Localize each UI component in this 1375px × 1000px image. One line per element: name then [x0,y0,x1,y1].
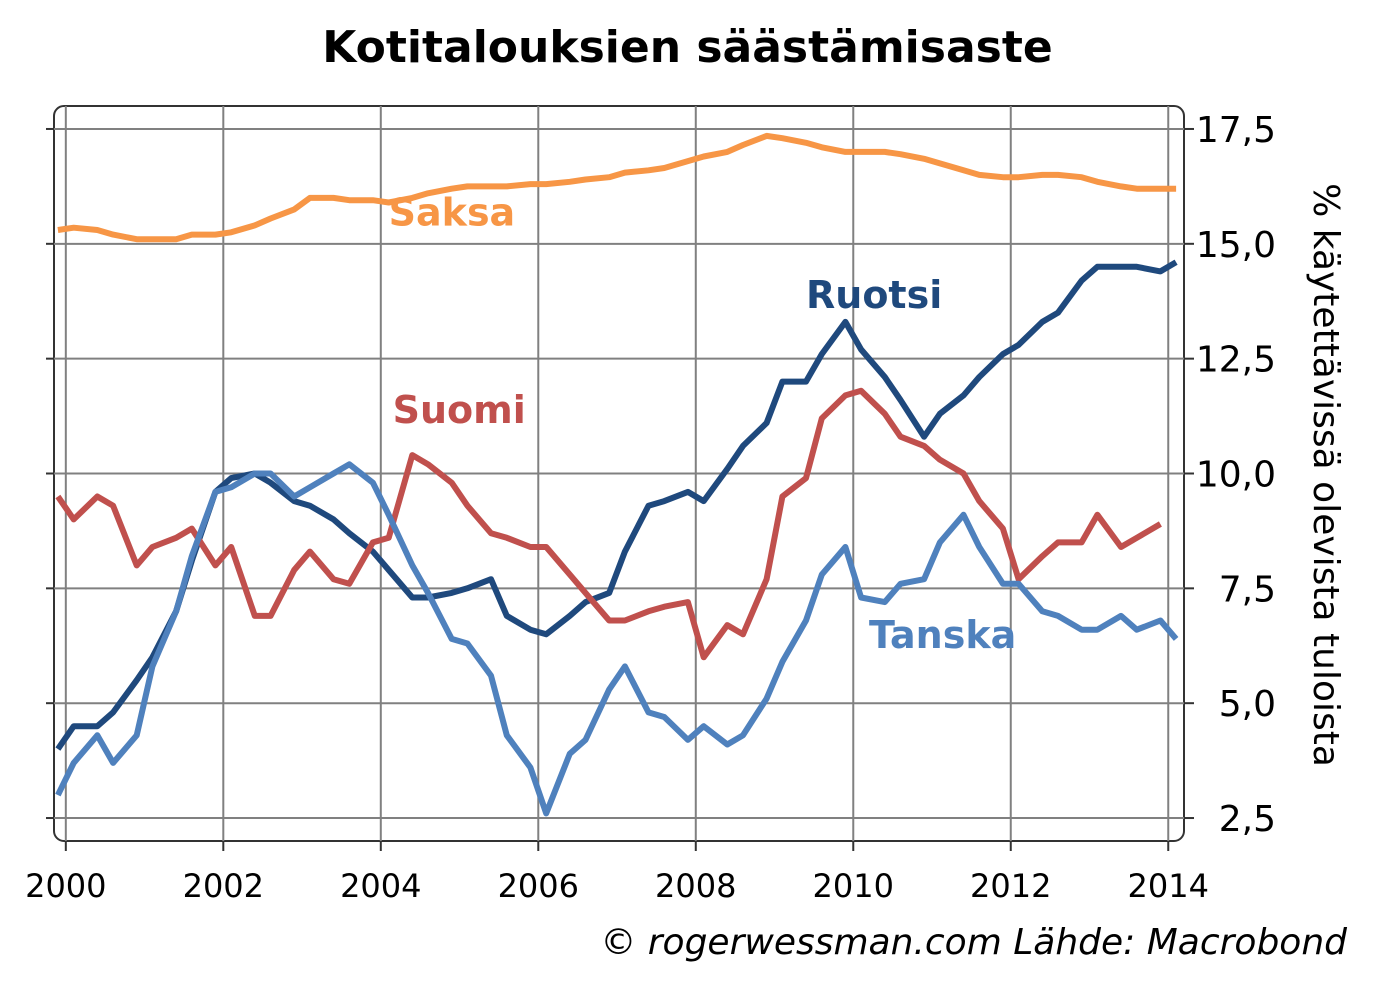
series-label-ruotsi: Ruotsi [806,273,942,317]
series-label-saksa: Saksa [389,190,516,234]
y-tick-label: 15,0 [1196,225,1276,266]
y-axis-label: % käytettävissä olevista tuloista [1305,183,1346,767]
series-line-saksa [57,132,1177,243]
series-label-suomi: Suomi [393,388,526,432]
series-line-ruotsi [55,259,1178,751]
x-tick-label: 2006 [498,867,579,905]
series-labels: Saksa Ruotsi Suomi Tanska [389,190,1017,657]
x-tick-label: 2004 [340,867,421,905]
chart-title: Kotitalouksien säästämisaste [322,22,1053,73]
x-tick-label: 2002 [183,867,264,905]
x-tick-label: 2000 [25,867,106,905]
x-tick-label: 2010 [813,867,894,905]
x-tick-label: 2014 [1128,867,1209,905]
series-line-tanska [55,461,1179,817]
y-tick-label: 12,5 [1196,340,1276,381]
y-tick-label: 10,0 [1196,455,1276,496]
series-label-tanska: Tanska [869,613,1016,657]
series-lines [55,132,1179,817]
x-tick-label: 2012 [970,867,1051,905]
y-tick-label: 2,5 [1219,799,1276,840]
y-tick-label: 17,5 [1196,110,1276,151]
y-tick-label: 5,0 [1219,684,1276,725]
grid [54,106,1184,841]
axis-ticks: 2000 2002 2004 2006 2008 2010 2012 2014 2,5 5,0 7,… [25,110,1276,905]
y-tick-label: 7,5 [1219,569,1276,610]
series-line-suomi [55,387,1162,661]
source-note: © rogerwessman.com Lähde: Macrobond [600,922,1347,963]
x-tick-label: 2008 [655,867,736,905]
